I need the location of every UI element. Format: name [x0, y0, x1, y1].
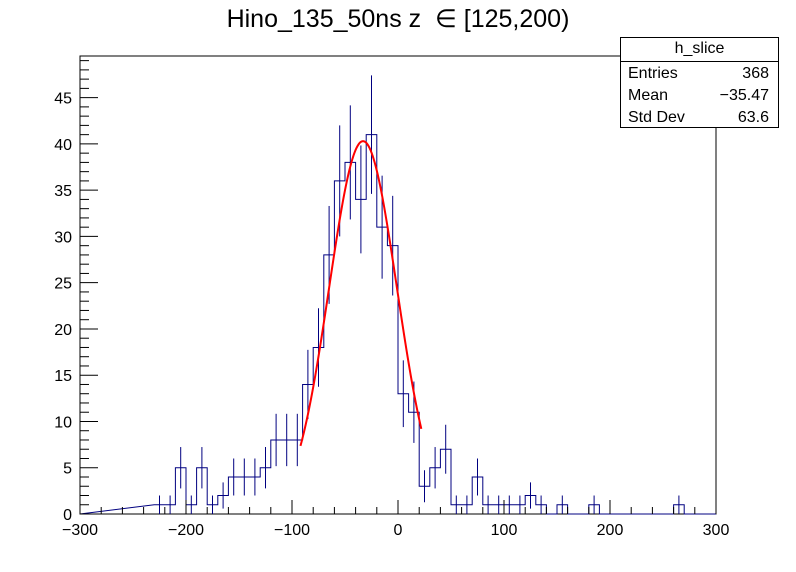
- y-tick-label: 20: [54, 322, 72, 339]
- y-tick-label: 25: [54, 276, 72, 293]
- y-tick-label: 30: [54, 229, 72, 246]
- x-tick-label: 200: [597, 522, 624, 539]
- stats-row-entries: Entries 368: [621, 62, 778, 84]
- y-tick-label: 5: [63, 461, 72, 478]
- stats-value: 63.6: [737, 109, 769, 126]
- y-tick-label: 40: [54, 137, 72, 154]
- stats-row-mean: Mean −35.47: [621, 84, 778, 106]
- stats-label: Std Dev: [628, 109, 685, 126]
- y-tick-label: 35: [54, 183, 72, 200]
- stats-row-stddev: Std Dev 63.6: [621, 106, 778, 128]
- stats-label: Entries: [628, 65, 678, 82]
- stats-label: Mean: [628, 87, 669, 104]
- stats-title: h_slice: [621, 38, 778, 62]
- x-tick-label: −200: [168, 522, 204, 539]
- chart-title: Hino_135_50ns z ∈ [125,200): [226, 5, 570, 33]
- y-tick-label: 45: [54, 91, 72, 108]
- stats-value: 368: [742, 65, 769, 82]
- histogram-outline: [79, 134, 716, 515]
- x-tick-label: 0: [394, 522, 403, 539]
- fit-curve: [299, 140, 423, 447]
- y-tick-label: 15: [54, 368, 72, 385]
- y-tick-label: 0: [63, 507, 72, 524]
- stats-box: h_slice Entries 368 Mean −35.47 Std Dev …: [620, 37, 779, 128]
- stats-value: −35.47: [719, 87, 769, 104]
- y-tick-label: 10: [54, 414, 72, 431]
- x-tick-label: −100: [274, 522, 310, 539]
- x-tick-label: 100: [491, 522, 518, 539]
- x-tick-label: −300: [62, 522, 98, 539]
- x-tick-label: 300: [703, 522, 730, 539]
